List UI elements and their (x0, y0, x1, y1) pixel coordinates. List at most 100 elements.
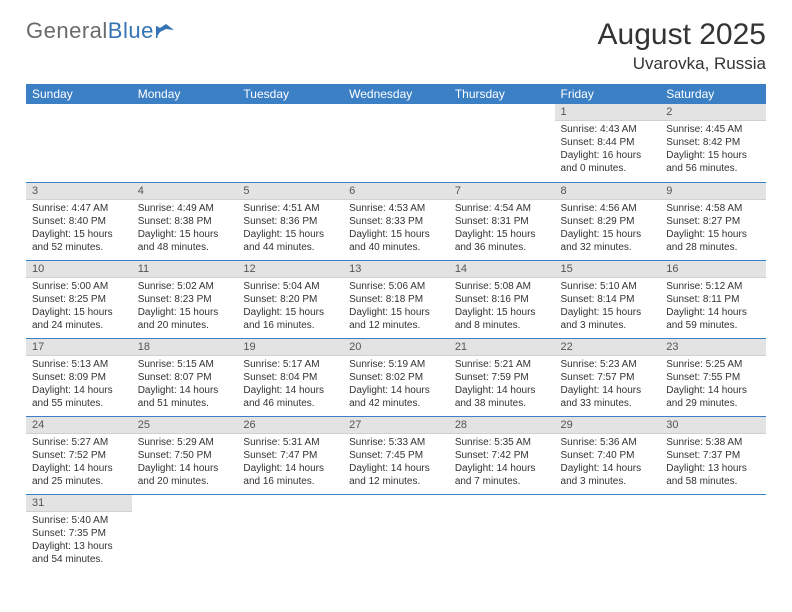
day-number: 27 (343, 417, 449, 434)
day-data: Sunrise: 5:00 AMSunset: 8:25 PMDaylight:… (26, 278, 132, 336)
day-data: Sunrise: 4:54 AMSunset: 8:31 PMDaylight:… (449, 200, 555, 258)
weekday-header: Monday (132, 84, 238, 104)
calendar-day-cell (237, 104, 343, 182)
day-data: Sunrise: 5:33 AMSunset: 7:45 PMDaylight:… (343, 434, 449, 492)
day-number: 18 (132, 339, 238, 356)
calendar-day-cell: 22Sunrise: 5:23 AMSunset: 7:57 PMDayligh… (555, 338, 661, 416)
calendar-day-cell: 26Sunrise: 5:31 AMSunset: 7:47 PMDayligh… (237, 416, 343, 494)
calendar-day-cell: 19Sunrise: 5:17 AMSunset: 8:04 PMDayligh… (237, 338, 343, 416)
day-data: Sunrise: 5:23 AMSunset: 7:57 PMDaylight:… (555, 356, 661, 414)
calendar-day-cell: 31Sunrise: 5:40 AMSunset: 7:35 PMDayligh… (26, 494, 132, 572)
day-number: 7 (449, 183, 555, 200)
calendar-day-cell: 12Sunrise: 5:04 AMSunset: 8:20 PMDayligh… (237, 260, 343, 338)
day-data: Sunrise: 5:19 AMSunset: 8:02 PMDaylight:… (343, 356, 449, 414)
calendar-day-cell: 4Sunrise: 4:49 AMSunset: 8:38 PMDaylight… (132, 182, 238, 260)
calendar-day-cell: 24Sunrise: 5:27 AMSunset: 7:52 PMDayligh… (26, 416, 132, 494)
flag-icon (156, 18, 178, 44)
calendar-day-cell: 5Sunrise: 4:51 AMSunset: 8:36 PMDaylight… (237, 182, 343, 260)
calendar-day-cell (26, 104, 132, 182)
calendar-day-cell (132, 104, 238, 182)
day-number: 25 (132, 417, 238, 434)
day-data: Sunrise: 5:17 AMSunset: 8:04 PMDaylight:… (237, 356, 343, 414)
calendar-day-cell: 27Sunrise: 5:33 AMSunset: 7:45 PMDayligh… (343, 416, 449, 494)
day-number: 11 (132, 261, 238, 278)
calendar-table: SundayMondayTuesdayWednesdayThursdayFrid… (26, 84, 766, 572)
day-number: 1 (555, 104, 661, 121)
calendar-day-cell: 20Sunrise: 5:19 AMSunset: 8:02 PMDayligh… (343, 338, 449, 416)
calendar-day-cell (660, 494, 766, 572)
day-number: 10 (26, 261, 132, 278)
calendar-day-cell (555, 494, 661, 572)
weekday-header: Sunday (26, 84, 132, 104)
day-data: Sunrise: 5:06 AMSunset: 8:18 PMDaylight:… (343, 278, 449, 336)
day-data: Sunrise: 4:58 AMSunset: 8:27 PMDaylight:… (660, 200, 766, 258)
calendar-day-cell: 17Sunrise: 5:13 AMSunset: 8:09 PMDayligh… (26, 338, 132, 416)
day-data: Sunrise: 4:49 AMSunset: 8:38 PMDaylight:… (132, 200, 238, 258)
calendar-day-cell: 21Sunrise: 5:21 AMSunset: 7:59 PMDayligh… (449, 338, 555, 416)
calendar-week-row: 10Sunrise: 5:00 AMSunset: 8:25 PMDayligh… (26, 260, 766, 338)
header: GeneralBlue August 2025 Uvarovka, Russia (26, 18, 766, 74)
calendar-day-cell: 25Sunrise: 5:29 AMSunset: 7:50 PMDayligh… (132, 416, 238, 494)
day-data: Sunrise: 5:27 AMSunset: 7:52 PMDaylight:… (26, 434, 132, 492)
day-data: Sunrise: 5:25 AMSunset: 7:55 PMDaylight:… (660, 356, 766, 414)
weekday-header: Wednesday (343, 84, 449, 104)
title-block: August 2025 Uvarovka, Russia (598, 18, 766, 74)
calendar-day-cell: 14Sunrise: 5:08 AMSunset: 8:16 PMDayligh… (449, 260, 555, 338)
day-data: Sunrise: 5:08 AMSunset: 8:16 PMDaylight:… (449, 278, 555, 336)
day-data: Sunrise: 4:56 AMSunset: 8:29 PMDaylight:… (555, 200, 661, 258)
calendar-day-cell: 18Sunrise: 5:15 AMSunset: 8:07 PMDayligh… (132, 338, 238, 416)
calendar-week-row: 1Sunrise: 4:43 AMSunset: 8:44 PMDaylight… (26, 104, 766, 182)
calendar-day-cell: 1Sunrise: 4:43 AMSunset: 8:44 PMDaylight… (555, 104, 661, 182)
day-number: 24 (26, 417, 132, 434)
calendar-day-cell: 6Sunrise: 4:53 AMSunset: 8:33 PMDaylight… (343, 182, 449, 260)
calendar-day-cell: 3Sunrise: 4:47 AMSunset: 8:40 PMDaylight… (26, 182, 132, 260)
day-number: 31 (26, 495, 132, 512)
calendar-day-cell: 9Sunrise: 4:58 AMSunset: 8:27 PMDaylight… (660, 182, 766, 260)
day-data: Sunrise: 4:47 AMSunset: 8:40 PMDaylight:… (26, 200, 132, 258)
calendar-day-cell (343, 494, 449, 572)
day-number: 30 (660, 417, 766, 434)
day-data: Sunrise: 4:45 AMSunset: 8:42 PMDaylight:… (660, 121, 766, 179)
day-number: 13 (343, 261, 449, 278)
calendar-day-cell: 15Sunrise: 5:10 AMSunset: 8:14 PMDayligh… (555, 260, 661, 338)
day-data: Sunrise: 4:43 AMSunset: 8:44 PMDaylight:… (555, 121, 661, 179)
day-data: Sunrise: 5:21 AMSunset: 7:59 PMDaylight:… (449, 356, 555, 414)
day-number: 15 (555, 261, 661, 278)
day-data: Sunrise: 5:35 AMSunset: 7:42 PMDaylight:… (449, 434, 555, 492)
day-number: 28 (449, 417, 555, 434)
day-number: 20 (343, 339, 449, 356)
day-number: 5 (237, 183, 343, 200)
calendar-day-cell: 30Sunrise: 5:38 AMSunset: 7:37 PMDayligh… (660, 416, 766, 494)
day-data: Sunrise: 5:40 AMSunset: 7:35 PMDaylight:… (26, 512, 132, 570)
day-data: Sunrise: 5:29 AMSunset: 7:50 PMDaylight:… (132, 434, 238, 492)
day-number: 26 (237, 417, 343, 434)
calendar-day-cell: 10Sunrise: 5:00 AMSunset: 8:25 PMDayligh… (26, 260, 132, 338)
day-number: 12 (237, 261, 343, 278)
day-number: 8 (555, 183, 661, 200)
calendar-week-row: 31Sunrise: 5:40 AMSunset: 7:35 PMDayligh… (26, 494, 766, 572)
day-number: 14 (449, 261, 555, 278)
calendar-day-cell: 13Sunrise: 5:06 AMSunset: 8:18 PMDayligh… (343, 260, 449, 338)
calendar-day-cell (237, 494, 343, 572)
month-title: August 2025 (598, 18, 766, 52)
day-number: 6 (343, 183, 449, 200)
calendar-week-row: 3Sunrise: 4:47 AMSunset: 8:40 PMDaylight… (26, 182, 766, 260)
day-data: Sunrise: 5:12 AMSunset: 8:11 PMDaylight:… (660, 278, 766, 336)
day-number: 23 (660, 339, 766, 356)
day-number: 16 (660, 261, 766, 278)
logo-text-blue: Blue (108, 18, 154, 44)
day-data: Sunrise: 5:38 AMSunset: 7:37 PMDaylight:… (660, 434, 766, 492)
calendar-day-cell (449, 494, 555, 572)
day-data: Sunrise: 5:04 AMSunset: 8:20 PMDaylight:… (237, 278, 343, 336)
day-number: 3 (26, 183, 132, 200)
calendar-day-cell: 7Sunrise: 4:54 AMSunset: 8:31 PMDaylight… (449, 182, 555, 260)
calendar-day-cell: 23Sunrise: 5:25 AMSunset: 7:55 PMDayligh… (660, 338, 766, 416)
calendar-day-cell: 28Sunrise: 5:35 AMSunset: 7:42 PMDayligh… (449, 416, 555, 494)
day-data: Sunrise: 5:15 AMSunset: 8:07 PMDaylight:… (132, 356, 238, 414)
day-number: 9 (660, 183, 766, 200)
day-data: Sunrise: 4:51 AMSunset: 8:36 PMDaylight:… (237, 200, 343, 258)
day-data: Sunrise: 5:36 AMSunset: 7:40 PMDaylight:… (555, 434, 661, 492)
calendar-day-cell: 2Sunrise: 4:45 AMSunset: 8:42 PMDaylight… (660, 104, 766, 182)
weekday-header: Friday (555, 84, 661, 104)
weekday-header: Tuesday (237, 84, 343, 104)
